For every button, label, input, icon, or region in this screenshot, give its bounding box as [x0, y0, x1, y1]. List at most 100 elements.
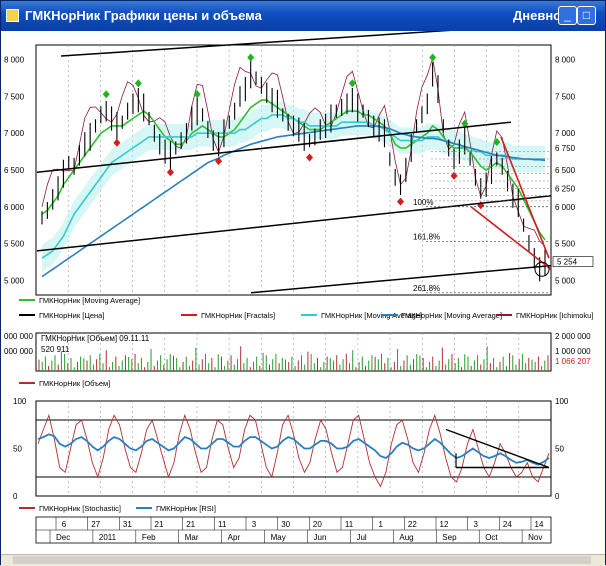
horizontal-scrollbar[interactable] [1, 554, 605, 566]
price-left-tick: 7 000 [4, 129, 25, 138]
axis-day-label: 22 [408, 520, 417, 529]
axis-day-label: 31 [123, 520, 132, 529]
fib-level-label: 161.8% [413, 232, 440, 241]
window-title: ГМКНорНик Графики цены и объема [25, 8, 262, 23]
price-right-tick: 5 000 [555, 276, 576, 285]
axis-day-label: 3 [473, 520, 478, 529]
price-right-tick: 6 500 [555, 166, 576, 175]
trend-channel-line [60, 31, 452, 57]
axis-day-label: 27 [91, 520, 100, 529]
volume-right-tick: 1 000 000 [555, 347, 591, 356]
volume-series-label: ГМКНорНик [Объем] 09.11.11 [41, 334, 150, 343]
maximize-button[interactable]: □ [577, 6, 596, 25]
stochastic-line [37, 413, 550, 488]
osc-left-tick: 100 [13, 397, 27, 406]
axis-month-label: Nov [528, 533, 542, 542]
axis-day-label: 11 [218, 520, 227, 529]
ichimoku-cloud [42, 101, 545, 272]
axis-day-label: 3 [252, 520, 257, 529]
axis-day-label: 30 [281, 520, 290, 529]
axis-day-label: 24 [503, 520, 512, 529]
price-left-tick: 7 500 [4, 92, 25, 101]
price-left-tick: 6 000 [4, 203, 25, 212]
current-volume-label: 1 066 207 [555, 357, 591, 366]
current-price-label: 5 254 [557, 258, 578, 267]
axis-month-label: Sep [442, 533, 457, 542]
osc-legend-label: ГМКНорНик [RSI] [156, 504, 216, 513]
title-bar[interactable]: ГМКНорНик Графики цены и объема Дневной … [1, 1, 605, 31]
fractal-up-marker [429, 53, 437, 62]
axis-day-label: 20 [313, 520, 322, 529]
fractal-up-marker [193, 90, 201, 99]
price-legend-label: ГМКНорНик [Fractals] [201, 311, 275, 320]
volume-left-tick: 000 000 [4, 332, 33, 341]
volume-left-tick: 000 000 [4, 347, 33, 356]
minimize-button[interactable]: _ [558, 6, 577, 25]
osc-right-tick: 100 [555, 397, 569, 406]
fractal-up-marker [247, 53, 255, 62]
osc-right-tick: 0 [555, 492, 560, 501]
trend-channel-line [36, 194, 552, 252]
price-right-tick: 7 500 [555, 92, 576, 101]
fractal-down-marker [215, 157, 223, 166]
current-price-circle [534, 261, 550, 277]
axis-day-label: 11 [345, 520, 354, 529]
osc-right-tick: 50 [555, 445, 564, 454]
fractal-down-marker [306, 153, 314, 162]
scrollbar-thumb[interactable] [13, 556, 591, 564]
trend-channel-line [250, 264, 552, 294]
axis-month-label: Jul [356, 533, 366, 542]
osc-left-tick: 50 [13, 445, 22, 454]
fractal-down-marker [113, 138, 121, 147]
axis-month-label: Oct [485, 533, 498, 542]
axis-month-label: Jun [314, 533, 327, 542]
fractal-down-marker [397, 197, 405, 206]
price-left-tick: 6 500 [4, 166, 25, 175]
price-legend-label: ГМКНорНик [Ichimoku] [516, 311, 593, 320]
axis-month-label: Mar [185, 533, 199, 542]
price-right-tick: 8 000 [555, 56, 576, 65]
axis-day-label: 21 [155, 520, 164, 529]
price-left-tick: 5 000 [4, 276, 25, 285]
osc-left-tick: 0 [13, 492, 18, 501]
price-left-tick: 8 000 [4, 56, 25, 65]
axis-month-label: Feb [142, 533, 156, 542]
fib-level-label: 100% [413, 198, 433, 207]
price-left-tick: 5 500 [4, 240, 25, 249]
red-trend-line [500, 136, 550, 259]
osc-legend-label: ГМКНорНик [Stochastic] [39, 504, 121, 513]
axis-day-label: 6 [62, 520, 67, 529]
chart-app-icon [6, 9, 19, 22]
period-selector[interactable]: Дневной [513, 8, 570, 23]
trend-channel-line [36, 121, 512, 173]
axis-day-label: 14 [535, 520, 544, 529]
red-trend-line [470, 206, 552, 270]
fractal-up-marker [348, 79, 356, 88]
fib-level-label: 261.8% [413, 284, 440, 293]
price-right-tick: 7 000 [555, 129, 576, 138]
axis-month-label: Apr [228, 533, 241, 542]
price-legend-label: ГМКНорНик [Moving Average] [321, 311, 422, 320]
price-legend-label: ГМКНорНик [Moving Average] [401, 311, 502, 320]
fractal-up-marker [102, 90, 110, 99]
axis-day-label: 12 [440, 520, 449, 529]
fractal-up-marker [461, 119, 469, 128]
price-legend-label: ГМКНорНик [Moving Average] [39, 296, 140, 305]
axis-day-label: 21 [186, 520, 195, 529]
price-right-tick-extra: 6 750 [555, 144, 576, 153]
price-right-tick-extra: 6 250 [555, 184, 576, 193]
volume-legend-label: ГМКНорНик [Объем] [39, 379, 110, 388]
price-right-tick: 5 500 [555, 240, 576, 249]
osc-trend-line [445, 428, 550, 469]
price-right-tick: 6 000 [555, 203, 576, 212]
volume-last-value: 520 911 [41, 345, 70, 354]
rsi-line [37, 433, 550, 466]
fractal-up-marker [493, 138, 501, 147]
axis-month-label: May [271, 533, 286, 542]
axis-month-label: 2011 [99, 533, 117, 542]
volume-right-tick: 2 000 000 [555, 332, 591, 341]
axis-month-label: Aug [399, 533, 413, 542]
fractal-down-marker [166, 168, 174, 177]
